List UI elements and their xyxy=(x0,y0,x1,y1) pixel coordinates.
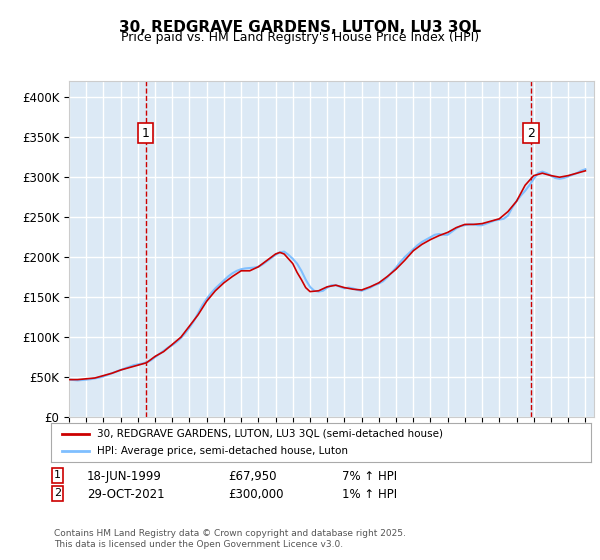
Text: Contains HM Land Registry data © Crown copyright and database right 2025.
This d: Contains HM Land Registry data © Crown c… xyxy=(54,529,406,549)
Text: £300,000: £300,000 xyxy=(228,488,284,501)
Text: 30, REDGRAVE GARDENS, LUTON, LU3 3QL: 30, REDGRAVE GARDENS, LUTON, LU3 3QL xyxy=(119,20,481,35)
Text: 1: 1 xyxy=(54,470,61,480)
Text: £67,950: £67,950 xyxy=(228,470,277,483)
Text: 1: 1 xyxy=(142,127,150,139)
Text: HPI: Average price, semi-detached house, Luton: HPI: Average price, semi-detached house,… xyxy=(97,446,348,456)
Text: 2: 2 xyxy=(527,127,535,139)
Text: 29-OCT-2021: 29-OCT-2021 xyxy=(87,488,164,501)
Text: 18-JUN-1999: 18-JUN-1999 xyxy=(87,470,162,483)
Text: 2: 2 xyxy=(54,488,61,498)
Text: Price paid vs. HM Land Registry's House Price Index (HPI): Price paid vs. HM Land Registry's House … xyxy=(121,31,479,44)
Text: 30, REDGRAVE GARDENS, LUTON, LU3 3QL (semi-detached house): 30, REDGRAVE GARDENS, LUTON, LU3 3QL (se… xyxy=(97,429,443,439)
Text: 1% ↑ HPI: 1% ↑ HPI xyxy=(342,488,397,501)
Text: 7% ↑ HPI: 7% ↑ HPI xyxy=(342,470,397,483)
